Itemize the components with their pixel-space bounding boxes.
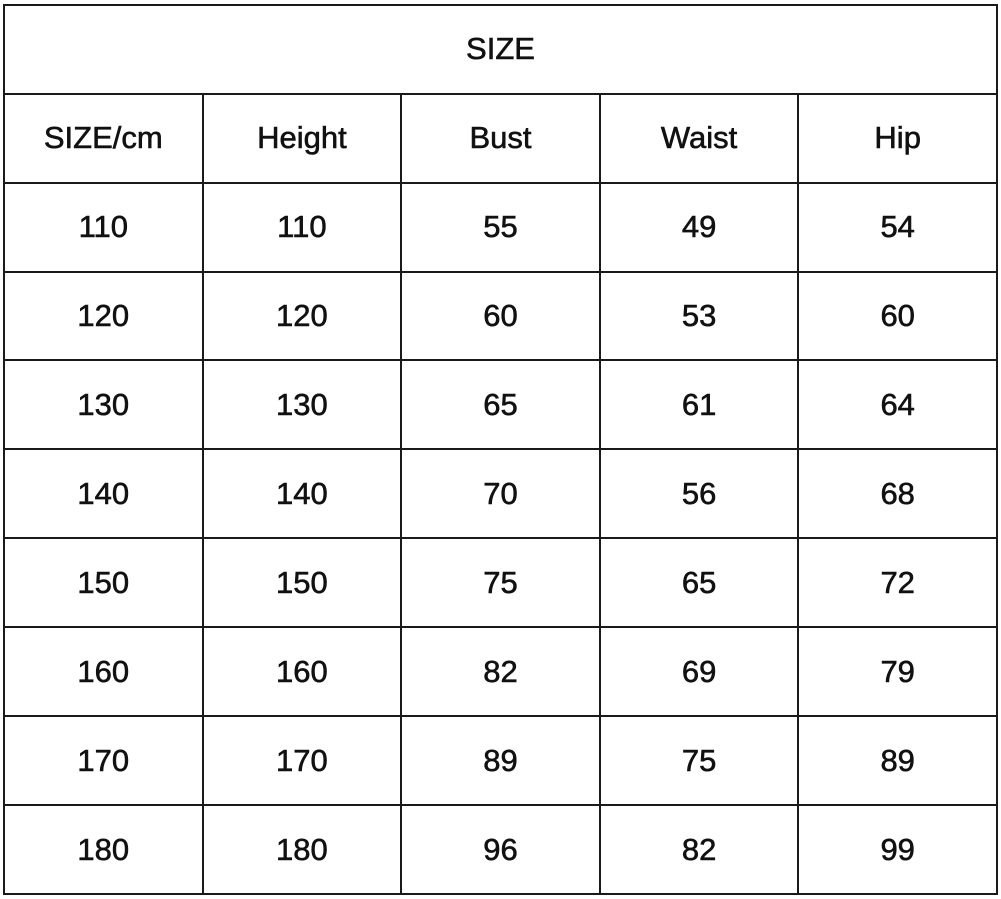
- cell-hip: 54: [797, 181, 998, 273]
- cell-height: 160: [201, 626, 403, 718]
- cell-bust: 89: [400, 715, 601, 807]
- table-title: SIZE: [3, 4, 998, 95]
- cell-waist: 82: [598, 804, 800, 895]
- cell-waist: 75: [598, 715, 800, 807]
- cell-bust: 96: [400, 804, 601, 895]
- cell-height: 170: [201, 715, 403, 807]
- cell-bust: 65: [400, 359, 601, 451]
- table-row: 140 140 70 56 68: [3, 448, 998, 540]
- cell-size: 120: [3, 270, 204, 362]
- table-row: 170 170 89 75 89: [3, 715, 998, 807]
- table-row: 150 150 75 65 72: [3, 537, 998, 629]
- cell-size: 170: [3, 715, 204, 807]
- cell-size: 150: [3, 537, 204, 629]
- column-header-bust: Bust: [400, 92, 601, 184]
- title-row: SIZE: [3, 4, 998, 95]
- cell-bust: 60: [400, 270, 601, 362]
- cell-hip: 68: [797, 448, 998, 540]
- cell-bust: 55: [400, 181, 601, 273]
- cell-height: 180: [201, 804, 403, 895]
- table-body: 110 110 55 49 54 120 120 60 53 60 130 130 65 61 64 140 1…: [3, 181, 998, 895]
- column-header-size: SIZE/cm: [3, 92, 204, 184]
- table-row: 110 110 55 49 54: [3, 181, 998, 273]
- column-header-waist: Waist: [598, 92, 800, 184]
- cell-hip: 72: [797, 537, 998, 629]
- column-header-height: Height: [201, 92, 403, 184]
- header-row: SIZE/cm Height Bust Waist Hip: [3, 92, 998, 184]
- cell-height: 120: [201, 270, 403, 362]
- cell-waist: 49: [598, 181, 800, 273]
- table-row: 120 120 60 53 60: [3, 270, 998, 362]
- table-row: 130 130 65 61 64: [3, 359, 998, 451]
- cell-height: 150: [201, 537, 403, 629]
- cell-waist: 56: [598, 448, 800, 540]
- column-header-hip: Hip: [797, 92, 998, 184]
- cell-waist: 61: [598, 359, 800, 451]
- cell-hip: 99: [797, 804, 998, 895]
- cell-hip: 89: [797, 715, 998, 807]
- cell-hip: 64: [797, 359, 998, 451]
- table-row: 180 180 96 82 99: [3, 804, 998, 895]
- cell-hip: 79: [797, 626, 998, 718]
- cell-hip: 60: [797, 270, 998, 362]
- cell-waist: 65: [598, 537, 800, 629]
- size-chart-table: SIZE SIZE/cm Height Bust Waist Hip 110 11…: [3, 4, 998, 895]
- cell-size: 130: [3, 359, 204, 451]
- cell-height: 130: [201, 359, 403, 451]
- table-row: 160 160 82 69 79: [3, 626, 998, 718]
- cell-size: 160: [3, 626, 204, 718]
- cell-bust: 82: [400, 626, 601, 718]
- cell-size: 110: [3, 181, 204, 273]
- cell-bust: 75: [400, 537, 601, 629]
- cell-waist: 69: [598, 626, 800, 718]
- cell-bust: 70: [400, 448, 601, 540]
- cell-waist: 53: [598, 270, 800, 362]
- cell-height: 110: [201, 181, 403, 273]
- cell-size: 140: [3, 448, 204, 540]
- cell-height: 140: [201, 448, 403, 540]
- cell-size: 180: [3, 804, 204, 895]
